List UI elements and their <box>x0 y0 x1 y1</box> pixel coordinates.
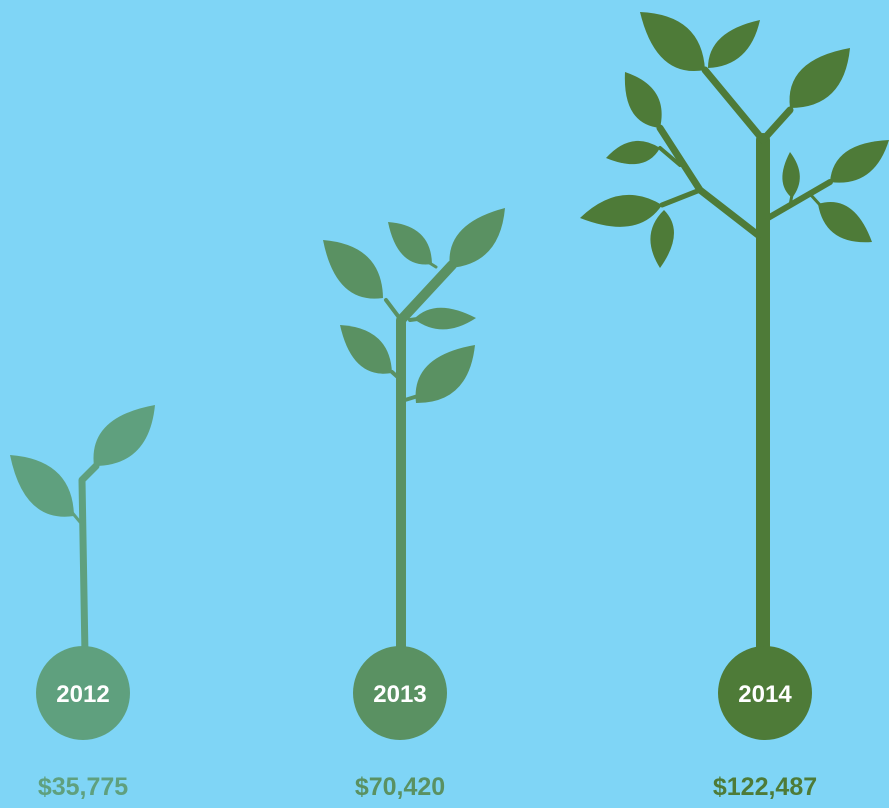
amount-label: $70,420 <box>355 773 445 801</box>
year-label: 2012 <box>56 681 109 708</box>
amount-label: $35,775 <box>38 773 128 801</box>
page: 2012 2013 2014 $35,775 $70,420 $122,487 … <box>0 0 889 808</box>
infographic: 2012 2013 2014 $35,775 $70,420 $122,487 <box>0 0 889 808</box>
year-label: 2014 <box>738 681 792 708</box>
amount-label: $122,487 <box>713 773 817 801</box>
year-label: 2013 <box>373 681 426 708</box>
